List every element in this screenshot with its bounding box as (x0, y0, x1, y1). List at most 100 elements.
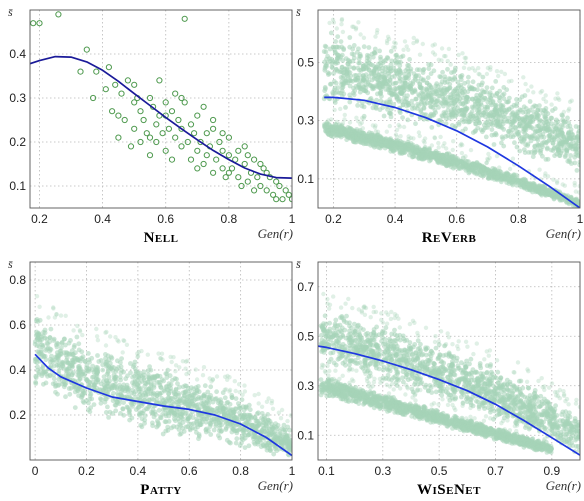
data-point (381, 75, 387, 81)
data-point (446, 150, 451, 156)
data-point (156, 407, 162, 413)
data-point (68, 385, 74, 391)
data-point (541, 96, 546, 102)
data-point (247, 407, 253, 413)
data-point (101, 387, 107, 393)
data-point (172, 134, 179, 141)
data-point (210, 377, 215, 383)
data-point (54, 312, 59, 317)
x-tick-label: 1 (289, 464, 296, 478)
data-point (360, 126, 365, 131)
data-point (339, 17, 345, 22)
data-point (462, 55, 467, 61)
data-point (183, 410, 189, 415)
data-point (557, 153, 563, 159)
data-point (403, 80, 409, 86)
data-point (237, 410, 242, 416)
data-point (351, 66, 357, 71)
data-point (515, 173, 520, 178)
data-point (384, 38, 390, 43)
data-point (225, 406, 231, 412)
data-point (398, 134, 403, 139)
data-point (156, 77, 163, 84)
data-point (417, 81, 423, 87)
data-point (440, 69, 445, 75)
data-point (482, 106, 487, 112)
data-point (432, 108, 438, 113)
x-axis-label: Gen(r) (258, 226, 293, 241)
data-point (63, 380, 69, 386)
data-point (105, 353, 111, 359)
data-point (377, 145, 383, 151)
data-point (429, 143, 434, 148)
data-point (529, 84, 534, 89)
data-point (471, 162, 476, 167)
point-cloud-1 (318, 291, 580, 454)
data-point (64, 357, 69, 363)
data-point (326, 72, 331, 77)
data-point (155, 420, 161, 425)
data-point (191, 397, 197, 403)
data-point (388, 146, 394, 151)
data-point (217, 404, 223, 410)
data-point (213, 419, 218, 424)
data-point (63, 394, 68, 400)
data-point (389, 106, 394, 112)
data-point (453, 123, 459, 129)
data-point (208, 422, 214, 427)
data-point (258, 440, 264, 445)
data-point (332, 97, 338, 103)
point-cloud-1 (321, 17, 580, 173)
data-point (74, 334, 80, 340)
data-point (260, 165, 267, 172)
data-point (455, 85, 461, 91)
data-point (67, 391, 73, 397)
data-point (429, 125, 435, 130)
data-point (180, 416, 186, 422)
data-point (131, 99, 138, 106)
data-point (282, 187, 289, 194)
data-point (158, 415, 163, 420)
data-point (539, 134, 544, 140)
panel-title: ReVerb (422, 230, 477, 246)
data-point (497, 165, 502, 170)
data-point (41, 354, 47, 360)
data-point (401, 47, 406, 52)
data-point (492, 173, 497, 179)
data-point (485, 156, 490, 162)
data-point (107, 409, 113, 415)
data-point (176, 427, 182, 432)
data-point (226, 414, 232, 419)
data-point (227, 389, 232, 394)
data-point (194, 402, 199, 408)
data-point (557, 97, 562, 103)
data-point (256, 401, 261, 406)
data-point (511, 102, 517, 108)
data-point (470, 130, 476, 136)
data-point (156, 351, 161, 356)
data-point (349, 51, 355, 57)
data-point (577, 190, 580, 195)
data-point (437, 117, 443, 123)
data-point (432, 52, 438, 57)
data-point (89, 355, 95, 361)
data-point (517, 97, 523, 103)
data-point (225, 152, 232, 159)
data-point (389, 58, 395, 64)
data-point (424, 148, 430, 153)
data-point (112, 81, 119, 88)
data-point (340, 75, 346, 81)
data-point (543, 99, 549, 104)
data-point (332, 85, 338, 91)
data-point (173, 363, 179, 368)
data-point (338, 39, 344, 44)
data-point (34, 329, 39, 335)
data-point (270, 191, 277, 198)
data-point (154, 424, 160, 430)
data-point (86, 351, 91, 356)
data-point (370, 123, 376, 128)
data-point (422, 140, 427, 145)
data-point (55, 391, 60, 397)
data-point (233, 415, 238, 421)
data-point (543, 93, 548, 98)
